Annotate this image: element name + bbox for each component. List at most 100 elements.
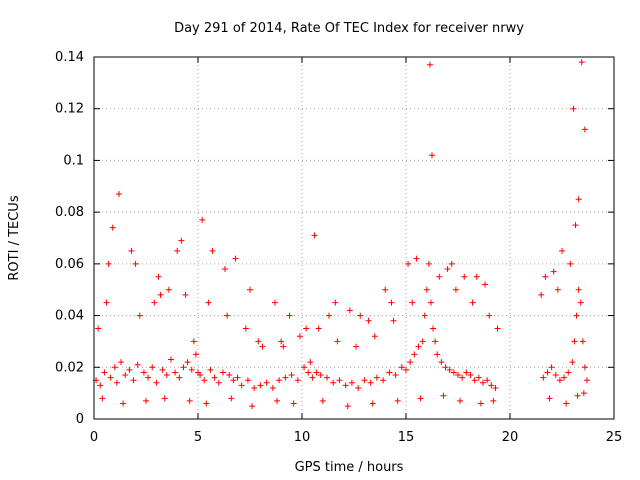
y-tick-label: 0.04 [55,309,84,324]
series-roti [93,59,590,410]
y-tick-label: 0.12 [55,102,84,117]
y-tick-label: 0.06 [55,257,84,272]
data-point [583,377,590,384]
data-point [577,299,584,306]
x-tick-label: 0 [90,430,98,445]
data-point [136,312,143,319]
data-point [282,374,289,381]
data-point [176,374,183,381]
data-point [436,273,443,280]
data-point [417,395,424,402]
data-point [426,61,433,68]
data-point [149,364,156,371]
data-point [346,307,353,314]
data-point [255,338,262,345]
data-point [161,395,168,402]
data-point [461,273,468,280]
data-point [226,372,233,379]
data-point [398,364,405,371]
chart-title: Day 291 of 2014, Rate Of TEC Index for r… [174,21,524,36]
data-point [444,266,451,273]
data-point [563,400,570,407]
data-point [186,397,193,404]
data-point [429,152,435,159]
data-point [309,374,316,381]
x-tick-label: 25 [606,430,623,445]
data-point [486,312,493,319]
data-point [301,364,308,371]
data-point [365,317,372,324]
data-point [313,369,320,376]
data-point [361,377,368,384]
data-point [182,291,189,298]
data-point [415,343,422,350]
data-point [369,400,376,407]
data-point [105,260,112,267]
data-point [238,382,245,389]
data-point [317,372,324,379]
data-point [446,366,453,373]
data-point [230,377,237,384]
x-tick-label: 20 [502,430,519,445]
data-point [413,255,420,262]
data-point [448,260,455,267]
data-point [575,196,582,203]
data-point [430,325,437,332]
data-point [97,382,104,389]
data-point [334,338,341,345]
data-point [203,400,210,407]
data-point [219,369,226,376]
data-point [128,247,135,254]
data-point [544,369,551,376]
data-point [120,400,127,407]
data-point [394,397,401,404]
data-point [471,377,478,384]
data-point [571,338,578,345]
data-point [579,338,586,345]
data-point [234,374,241,381]
x-axis-label: GPS time / hours [295,460,404,475]
axis-ticks: 0 5 10 15 20 25 0 0.02 0.04 0.06 0.08 0.1 0.12 0.14 [55,50,622,445]
data-point [111,364,118,371]
data-point [259,343,266,350]
data-point [211,374,218,381]
data-point [357,312,364,319]
data-point [421,312,428,319]
data-point [140,369,147,376]
data-point [392,372,399,379]
data-point [155,273,162,280]
data-point [565,369,572,376]
data-point [122,372,129,379]
data-point [263,379,270,386]
data-point [315,325,322,332]
data-point [115,191,122,198]
data-point [205,299,212,306]
data-point [490,397,497,404]
y-tick-label: 0.14 [55,50,84,65]
data-point [425,260,432,267]
data-point [552,372,559,379]
data-point [479,379,486,386]
data-point [143,397,149,404]
data-point [163,372,170,379]
data-point [554,286,561,293]
data-point [132,260,139,267]
data-point [101,369,108,376]
data-point [569,359,576,366]
data-point [207,366,214,373]
data-point [473,273,480,280]
data-point [130,377,137,384]
data-point [581,364,588,371]
data-point [561,374,568,381]
data-point [355,384,362,391]
data-point [222,266,229,273]
data-point [257,382,264,389]
data-point [126,366,133,373]
data-point [455,372,461,379]
data-point [323,374,330,381]
data-point [386,369,393,376]
data-point [311,232,318,239]
data-point [575,286,582,293]
data-point [232,255,239,262]
